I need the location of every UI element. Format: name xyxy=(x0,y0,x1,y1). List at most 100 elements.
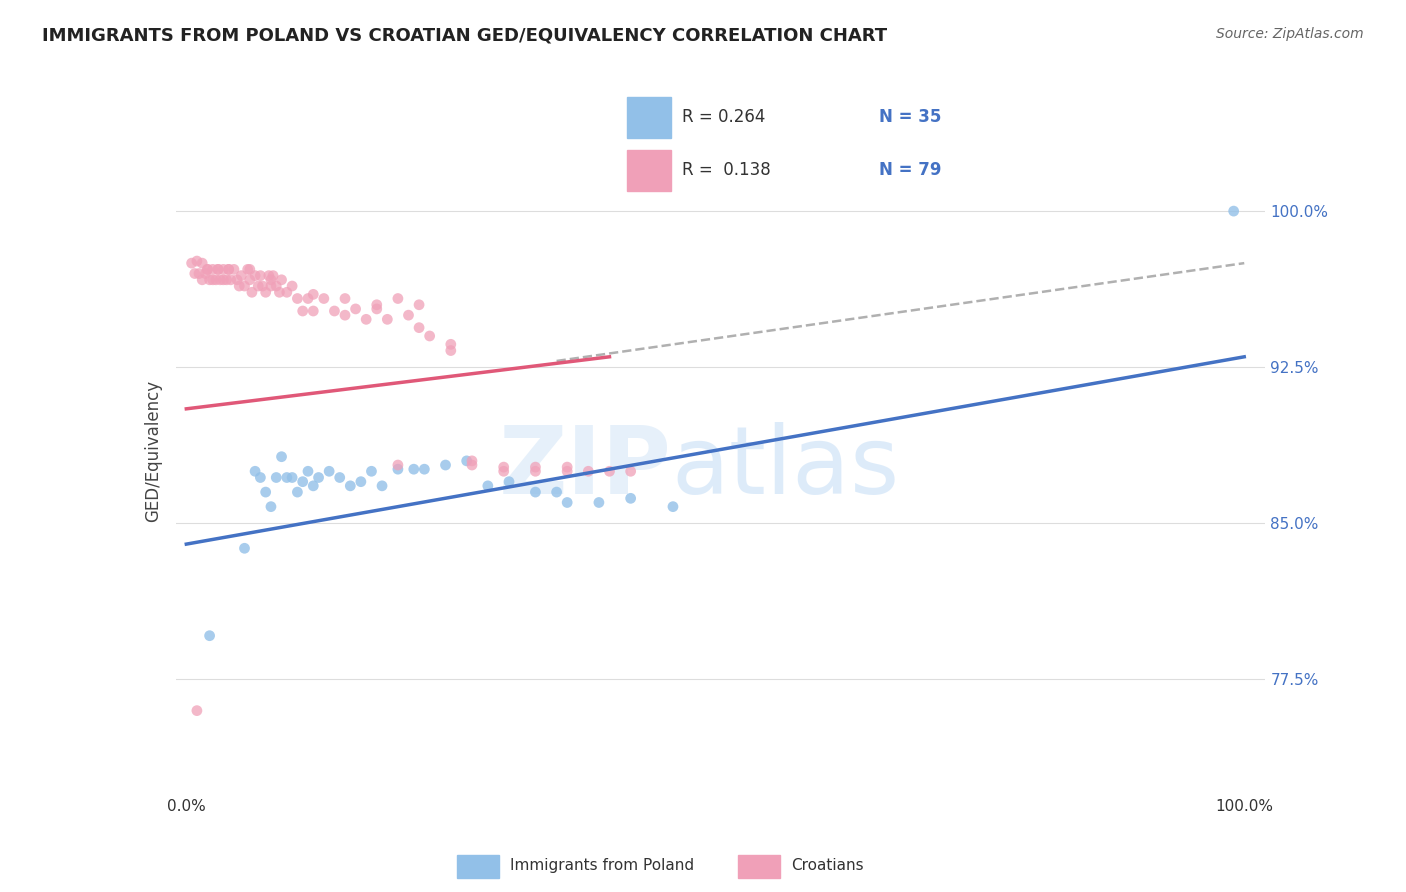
Point xyxy=(398,308,420,322)
Point xyxy=(247,279,270,293)
Point xyxy=(215,273,238,287)
Point xyxy=(576,464,599,478)
Point xyxy=(243,464,266,478)
Point xyxy=(387,292,409,306)
Point xyxy=(375,312,398,326)
Point xyxy=(408,298,430,312)
Text: Immigrants from Poland: Immigrants from Poland xyxy=(510,858,693,872)
Point xyxy=(302,304,325,318)
Point xyxy=(333,292,356,306)
Point xyxy=(477,479,499,493)
Point xyxy=(209,273,232,287)
Point xyxy=(360,464,382,478)
Point xyxy=(291,304,314,318)
Point xyxy=(191,256,214,270)
Point xyxy=(419,329,441,343)
Point xyxy=(262,268,284,283)
Point xyxy=(524,460,547,475)
Point xyxy=(402,462,425,476)
Point xyxy=(243,268,266,283)
Point xyxy=(222,262,245,277)
Point xyxy=(408,320,430,334)
Point xyxy=(461,458,484,472)
Point xyxy=(413,462,436,476)
Point xyxy=(207,262,229,277)
Text: R =  0.138: R = 0.138 xyxy=(682,161,772,178)
Point xyxy=(219,273,242,287)
Point xyxy=(236,262,259,277)
Point xyxy=(281,279,304,293)
Point xyxy=(240,285,263,300)
Point xyxy=(434,458,457,472)
Bar xyxy=(457,855,499,878)
Point xyxy=(239,262,262,277)
Point xyxy=(1222,204,1244,219)
Point xyxy=(257,268,280,283)
Point xyxy=(354,312,377,326)
Point xyxy=(218,262,240,277)
Point xyxy=(281,470,304,484)
Point xyxy=(194,267,217,281)
Point xyxy=(456,454,478,468)
Point xyxy=(555,460,578,475)
Point xyxy=(233,279,256,293)
Point xyxy=(308,470,330,484)
Point xyxy=(662,500,685,514)
Point xyxy=(254,285,277,300)
Point xyxy=(588,495,610,509)
Text: Croatians: Croatians xyxy=(790,858,863,872)
Point xyxy=(620,464,643,478)
Point xyxy=(212,262,235,277)
Point xyxy=(350,475,373,489)
Point xyxy=(323,304,346,318)
Point xyxy=(212,273,235,287)
Point xyxy=(186,254,208,268)
Point xyxy=(184,267,207,281)
Text: ZIP: ZIP xyxy=(499,422,672,514)
Point xyxy=(254,485,277,500)
Point xyxy=(228,279,250,293)
Point xyxy=(598,464,620,478)
Text: N = 35: N = 35 xyxy=(879,108,942,127)
Point xyxy=(339,479,361,493)
Point xyxy=(546,485,568,500)
Point xyxy=(276,285,298,300)
Point xyxy=(264,279,287,293)
Point xyxy=(205,273,228,287)
Point xyxy=(269,285,291,300)
Point xyxy=(555,464,578,478)
Point xyxy=(188,267,211,281)
Point xyxy=(555,495,578,509)
Point xyxy=(197,262,219,277)
Point xyxy=(264,470,287,484)
Point xyxy=(260,273,283,287)
Point xyxy=(524,464,547,478)
Point xyxy=(344,301,367,316)
Point xyxy=(291,475,314,489)
Point xyxy=(366,301,388,316)
Point xyxy=(387,462,409,476)
Bar xyxy=(738,855,780,878)
Point xyxy=(297,292,319,306)
Point xyxy=(249,470,271,484)
Point xyxy=(276,470,298,484)
Point xyxy=(492,464,515,478)
Point xyxy=(231,268,253,283)
Point xyxy=(387,458,409,472)
Point xyxy=(492,460,515,475)
Point xyxy=(461,454,484,468)
Text: IMMIGRANTS FROM POLAND VS CROATIAN GED/EQUIVALENCY CORRELATION CHART: IMMIGRANTS FROM POLAND VS CROATIAN GED/E… xyxy=(42,27,887,45)
Point xyxy=(302,287,325,301)
Point xyxy=(318,464,340,478)
Point xyxy=(180,256,202,270)
Point xyxy=(260,500,283,514)
Point xyxy=(440,337,463,351)
Bar xyxy=(627,150,671,191)
Point xyxy=(239,273,262,287)
Point xyxy=(218,262,240,277)
Point xyxy=(270,273,292,287)
Point xyxy=(197,262,219,277)
Point xyxy=(371,479,394,493)
Text: N = 79: N = 79 xyxy=(879,161,942,178)
Y-axis label: GED/Equivalency: GED/Equivalency xyxy=(145,379,163,522)
